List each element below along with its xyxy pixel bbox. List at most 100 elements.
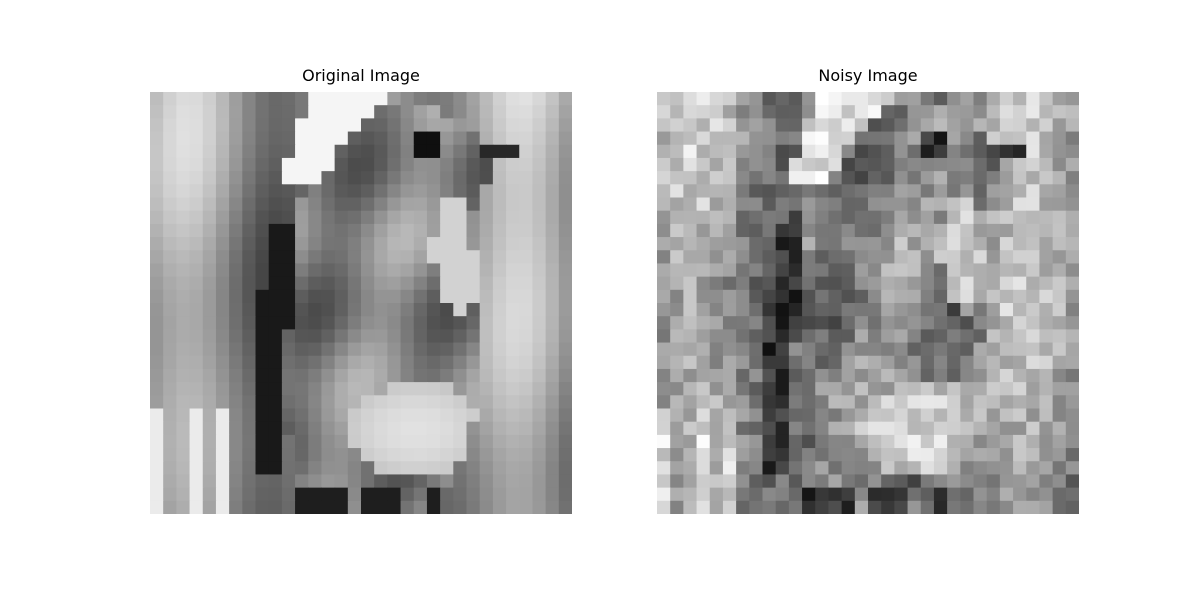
original-pixel	[268, 105, 283, 119]
original-pixel	[466, 223, 481, 238]
noisy-pixel	[920, 210, 935, 225]
original-pixel	[295, 474, 309, 489]
original-pixel	[308, 316, 323, 330]
original-pixel	[361, 342, 375, 357]
original-pixel	[558, 342, 572, 357]
original-pixel	[150, 276, 164, 291]
noisy-pixel	[907, 250, 922, 265]
noisy-pixel	[1039, 487, 1054, 502]
original-pixel	[519, 276, 534, 291]
noisy-pixel	[788, 316, 803, 330]
original-pixel	[361, 157, 375, 172]
noisy-pixel	[696, 197, 711, 212]
original-pixel	[295, 329, 309, 344]
original-pixel	[321, 263, 336, 278]
original-pixel	[532, 382, 547, 396]
noisy-pixel	[1052, 118, 1067, 133]
noisy-pixel	[1039, 500, 1054, 514]
noisy-pixel	[841, 263, 856, 278]
noisy-pixel	[973, 316, 988, 330]
original-pixel	[281, 237, 296, 251]
noisy-pixel	[960, 421, 975, 436]
original-pixel	[492, 210, 507, 225]
noisy-pixel	[762, 355, 777, 370]
noisy-pixel	[1052, 92, 1067, 106]
noisy-pixel	[947, 421, 961, 436]
original-pixel	[387, 144, 402, 159]
original-pixel	[453, 144, 468, 159]
noisy-pixel	[973, 342, 988, 357]
noisy-pixel	[881, 197, 895, 212]
noisy-pixel	[960, 171, 975, 185]
original-pixel	[347, 500, 362, 514]
original-pixel	[215, 382, 230, 396]
noisy-pixel	[683, 289, 698, 304]
original-pixel	[426, 276, 441, 291]
original-pixel	[281, 250, 296, 265]
original-pixel	[268, 395, 283, 410]
noisy-pixel	[894, 355, 909, 370]
noisy-pixel	[1013, 329, 1027, 344]
noisy-pixel	[894, 434, 909, 449]
original-pixel	[281, 487, 296, 502]
noisy-pixel	[815, 355, 830, 370]
noisy-pixel	[881, 118, 895, 133]
original-pixel	[413, 144, 428, 159]
noisy-pixel	[749, 474, 764, 489]
original-pixel	[400, 250, 415, 265]
noisy-pixel	[841, 197, 856, 212]
original-pixel	[492, 237, 507, 251]
noisy-pixel	[999, 355, 1014, 370]
original-pixel	[255, 355, 270, 370]
noisy-pixel	[881, 368, 895, 383]
original-pixel	[189, 223, 204, 238]
original-pixel	[334, 197, 349, 212]
noisy-pixel	[920, 487, 935, 502]
noisy-pixel	[788, 250, 803, 265]
noisy-pixel	[1026, 237, 1041, 251]
noisy-pixel	[749, 448, 764, 462]
noisy-pixel	[1065, 395, 1079, 410]
noisy-pixel	[736, 289, 750, 304]
noisy-pixel	[841, 92, 856, 106]
original-pixel	[189, 434, 204, 449]
original-pixel	[426, 434, 441, 449]
original-pixel	[426, 421, 441, 436]
original-pixel	[229, 342, 243, 357]
original-pixel	[479, 144, 494, 159]
noisy-pixel	[657, 421, 671, 436]
noisy-pixel	[973, 276, 988, 291]
original-pixel	[519, 434, 534, 449]
original-pixel	[506, 448, 520, 462]
original-pixel	[229, 197, 243, 212]
original-pixel	[268, 421, 283, 436]
original-pixel	[558, 131, 572, 146]
original-pixel	[163, 144, 177, 159]
original-pixel	[150, 395, 164, 410]
noisy-pixel	[828, 461, 843, 476]
noisy-pixel	[775, 105, 790, 119]
noisy-pixel	[657, 92, 671, 106]
noisy-pixel	[999, 382, 1014, 396]
noisy-pixel	[894, 461, 909, 476]
original-pixel	[150, 448, 164, 462]
original-pixel	[176, 329, 191, 344]
noisy-pixel	[775, 461, 790, 476]
noisy-pixel	[1052, 171, 1067, 185]
original-pixel	[466, 184, 481, 199]
original-pixel	[189, 210, 204, 225]
original-pixel	[163, 368, 177, 383]
noisy-pixel	[999, 487, 1014, 502]
original-pixel	[163, 223, 177, 238]
noisy-pixel	[1039, 250, 1054, 265]
noisy-pixel	[881, 487, 895, 502]
original-pixel	[163, 92, 177, 106]
original-pixel	[189, 382, 204, 396]
noisy-pixel	[881, 421, 895, 436]
noisy-pixel	[736, 395, 750, 410]
original-pixel	[281, 276, 296, 291]
noisy-pixel	[1039, 184, 1054, 199]
original-pixel	[426, 237, 441, 251]
noisy-pixel	[1065, 408, 1079, 423]
original-pixel	[215, 303, 230, 317]
